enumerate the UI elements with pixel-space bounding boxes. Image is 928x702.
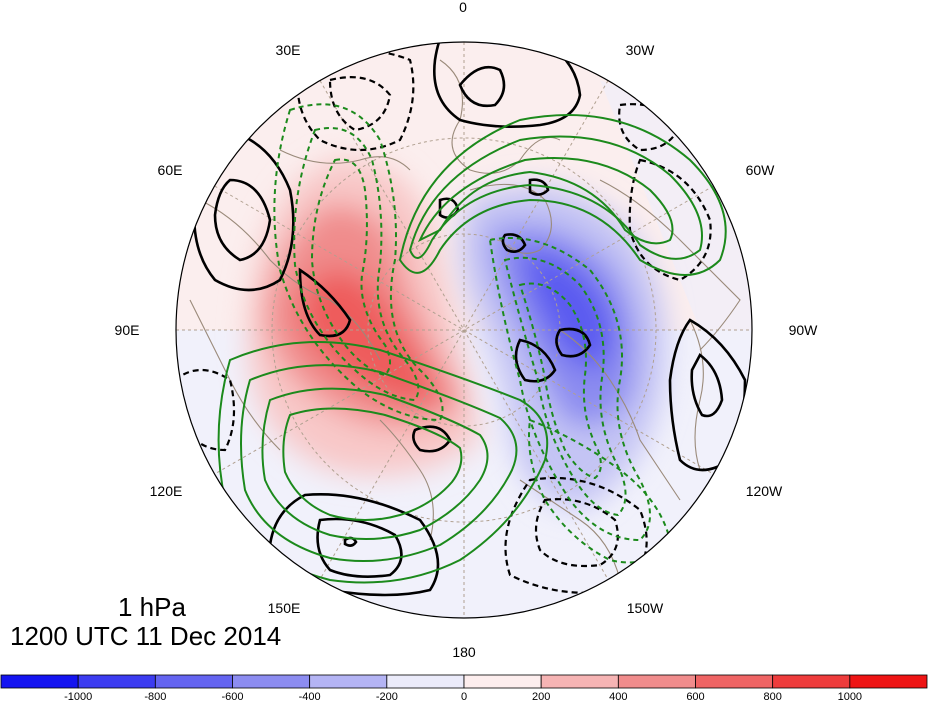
colorbar-swatch xyxy=(309,674,388,689)
colorbar-tick-label: -800 xyxy=(144,691,166,702)
colorbar-swatch xyxy=(540,674,619,689)
colorbar-swatch xyxy=(617,674,696,689)
colorbar-swatch xyxy=(0,674,79,689)
map-boundary xyxy=(175,41,753,619)
colorbar-tick-label: 400 xyxy=(609,691,627,702)
lon-label-180: 180 xyxy=(452,644,476,660)
lon-label-90w: 90W xyxy=(789,322,819,338)
colorbar: -1000 -800 -600 -400 -200 0 200 400 600 800 1000 xyxy=(0,674,928,702)
lon-label-30w: 30W xyxy=(626,42,656,58)
colorbar-tick-label: 0 xyxy=(461,691,467,702)
contours-green-solid xyxy=(217,114,727,584)
colorbar-swatch xyxy=(695,674,774,689)
colorbar-swatch xyxy=(849,674,928,689)
coastlines xyxy=(189,59,741,581)
colorbar-swatch xyxy=(154,674,233,689)
shading-negative-anomaly xyxy=(460,185,666,511)
colorbar-tick-label: -400 xyxy=(299,691,321,702)
lon-label-0: 0 xyxy=(459,0,467,15)
contours-green-dashed xyxy=(273,103,672,564)
colorbar-swatch xyxy=(463,674,542,689)
colorbar-swatch xyxy=(232,674,311,689)
colorbar-tick-label: -600 xyxy=(221,691,243,702)
lon-label-150w: 150W xyxy=(627,600,664,616)
valid-time-label: 1200 UTC 11 Dec 2014 xyxy=(10,621,282,651)
lon-label-120e: 120E xyxy=(150,483,183,499)
lon-label-60w: 60W xyxy=(746,162,776,178)
lon-label-60e: 60E xyxy=(158,162,183,178)
colorbar-tick-label: -1000 xyxy=(64,691,92,702)
colorbar-swatch xyxy=(772,674,851,689)
longitude-labels: 0 30W 60W 90W 120W 150W 180 150E 120E 90… xyxy=(115,0,819,660)
colorbar-tick-label: 800 xyxy=(763,691,781,702)
colorbar-swatch xyxy=(77,674,156,689)
colorbar-tick-label: 200 xyxy=(532,691,550,702)
colorbar-tick-label: 600 xyxy=(686,691,704,702)
lon-label-30e: 30E xyxy=(276,42,301,58)
lon-label-150e: 150E xyxy=(268,600,301,616)
lon-label-90e: 90E xyxy=(115,322,140,338)
colorbar-tick-label: 1000 xyxy=(838,691,862,702)
lon-label-120w: 120W xyxy=(746,483,783,499)
colorbar-swatch xyxy=(386,674,465,689)
colorbar-tick-label: -200 xyxy=(376,691,398,702)
pressure-level-label: 1 hPa xyxy=(118,592,186,622)
